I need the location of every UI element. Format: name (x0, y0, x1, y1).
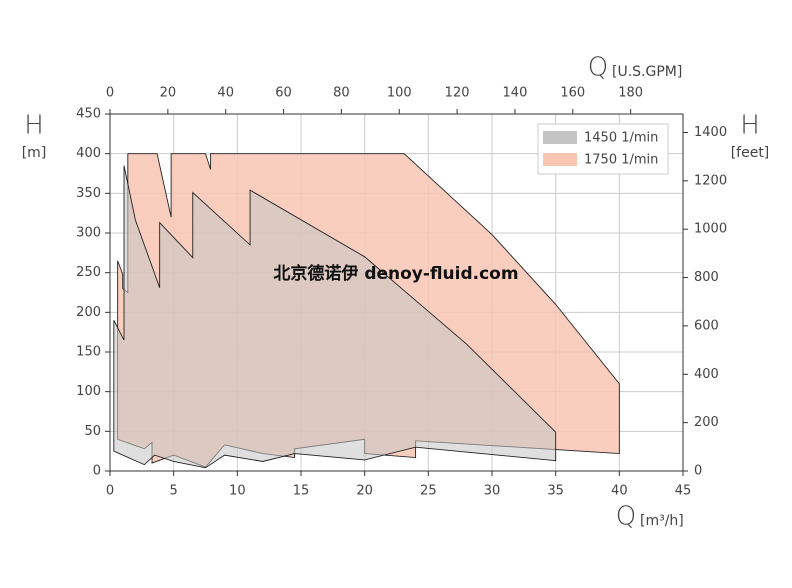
y2-tick-label: 0 (694, 464, 702, 479)
x-tick-label: 40 (611, 484, 628, 499)
legend-label: 1750 1/min (584, 153, 658, 168)
x-label: Q (616, 502, 636, 532)
y-tick-label: 0 (93, 464, 101, 479)
plot-frame (109, 113, 684, 472)
y-tick-label: 200 (76, 305, 101, 320)
x2-tick-label: 100 (387, 86, 412, 101)
legend-label: 1450 1/min (584, 131, 658, 146)
y-unit: [m] (22, 145, 47, 161)
x2-unit: [U.S.GPM] (612, 64, 682, 80)
y2-tick-label: 400 (694, 367, 719, 382)
legend-swatch (543, 131, 577, 144)
y-tick-label: 50 (84, 424, 101, 439)
y2-tick-label: 1200 (694, 173, 727, 188)
x2-tick-label: 120 (445, 86, 470, 101)
y2-tick-label: 600 (694, 318, 719, 333)
y-tick-label: 350 (76, 186, 101, 201)
x-tick-label: 10 (229, 484, 246, 499)
x-tick-label: 30 (484, 484, 501, 499)
y2-label: H (740, 111, 760, 141)
x2-tick-label: 20 (160, 86, 177, 101)
y-tick-label: 450 (76, 107, 101, 122)
y-tick-label: 100 (76, 384, 101, 399)
x2-tick-label: 0 (106, 86, 114, 101)
y-tick-label: 150 (76, 345, 101, 360)
watermark: 北京德诺伊 denoy-fluid.com (273, 263, 518, 284)
area (113, 165, 557, 469)
y-tick-label: 400 (76, 146, 101, 161)
x-tick-label: 20 (356, 484, 373, 499)
x-unit: [m³/h] (640, 513, 684, 529)
legend-swatch (543, 153, 577, 166)
x2-tick-label: 60 (275, 86, 292, 101)
x2-tick-label: 40 (217, 86, 234, 101)
y2-tick-label: 1000 (694, 222, 727, 237)
x-tick-label: 15 (293, 484, 310, 499)
y2-tick-label: 800 (694, 270, 719, 285)
x-tick-label: 35 (547, 484, 564, 499)
x2-label: Q (588, 53, 608, 83)
x2-tick-label: 140 (503, 86, 528, 101)
x-tick-label: 5 (170, 484, 178, 499)
x2-tick-label: 160 (560, 86, 585, 101)
y-tick-label: 250 (76, 265, 101, 280)
y2-tick-label: 200 (694, 415, 719, 430)
y-label: H (24, 111, 44, 141)
y2-tick-label: 1400 (694, 125, 727, 140)
x-tick-label: 45 (675, 484, 692, 499)
y2-unit: [feet] (731, 145, 770, 161)
x-tick-label: 0 (106, 484, 114, 499)
x-tick-label: 25 (420, 484, 437, 499)
x2-tick-label: 80 (333, 86, 350, 101)
x2-tick-label: 180 (618, 86, 643, 101)
y-tick-label: 300 (76, 226, 101, 241)
